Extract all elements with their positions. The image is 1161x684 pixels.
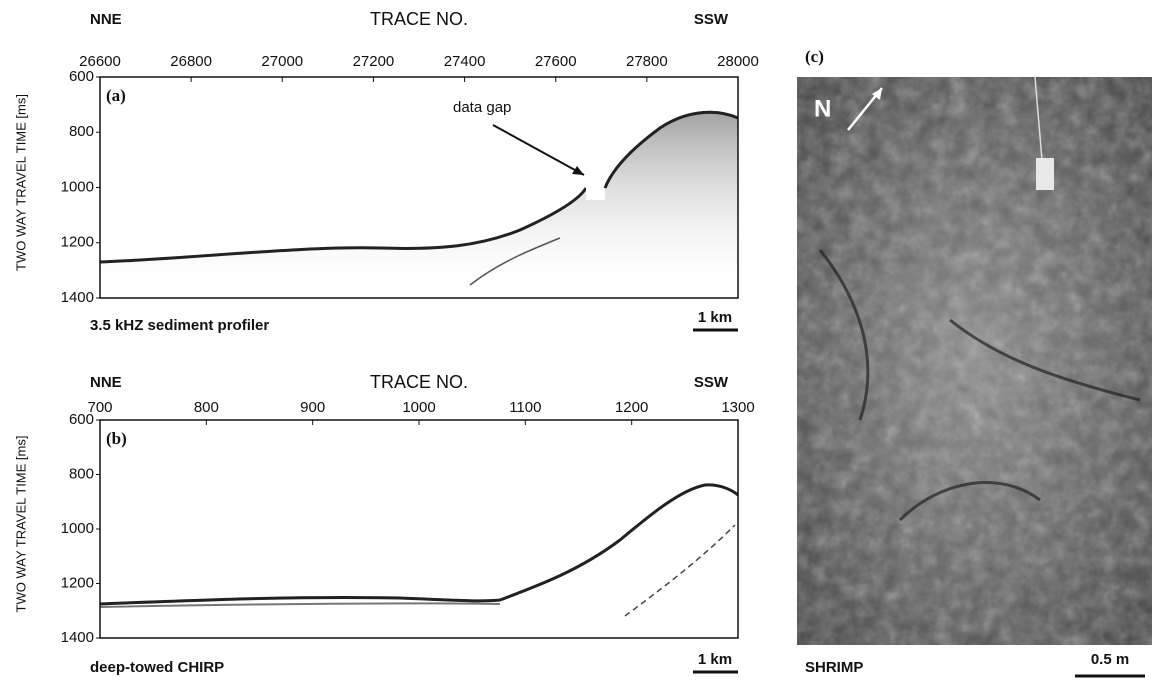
north-label: N [814,95,831,122]
x-tick-label: 27000 [261,53,303,70]
x-axis-title: TRACE NO. [370,9,468,29]
caption: 3.5 kHZ sediment profiler [90,317,269,334]
y-tick-label: 1000 [61,520,94,537]
caption: SHRIMP [805,659,863,676]
x-tick-label: 27800 [626,53,668,70]
x-tick-label: 26800 [170,53,212,70]
x-tick-label: 900 [300,399,325,416]
scale-label: 0.5 m [1091,651,1129,668]
y-tick-label: 1000 [61,178,94,195]
x-tick-label: 27600 [535,53,577,70]
x-tick-label: 26600 [79,53,121,70]
x-tick-label: 700 [87,399,112,416]
y-axis-title: TWO WAY TRAVEL TIME [ms] [13,94,28,271]
x-tick-label: 1000 [402,399,435,416]
direction-label: NNE [90,11,122,28]
scale-label: 1 km [698,651,732,668]
y-tick-label: 600 [69,68,94,85]
x-tick-label: 1100 [509,399,541,416]
seismic-image-b [99,483,739,617]
y-tick-label: 600 [69,411,94,428]
caption: deep-towed CHIRP [90,659,224,676]
y-tick-label: 800 [69,465,94,482]
seismic-image-a [99,110,739,298]
direction-label: SSW [694,11,729,28]
panel-label: (a) [106,86,126,105]
direction-label: NNE [90,374,122,391]
y-tick-label: 1400 [61,289,94,306]
x-tick-label: 27400 [444,53,486,70]
annotation: data gap [453,99,511,116]
y-tick-label: 1400 [61,629,94,646]
seafloor-photo [797,76,1152,645]
x-tick-label: 800 [194,399,219,416]
direction-label: SSW [694,374,729,391]
x-tick-label: 28000 [717,53,759,70]
x-tick-label: 1200 [615,399,648,416]
y-axis-title: TWO WAY TRAVEL TIME [ms] [13,436,28,613]
panel-label: (b) [106,429,127,448]
scale-label: 1 km [698,309,732,326]
x-axis-title: TRACE NO. [370,372,468,392]
y-tick-label: 1200 [61,574,94,591]
panel-label: (c) [805,47,824,66]
x-tick-label: 1300 [721,399,754,416]
y-tick-label: 800 [69,123,94,140]
y-tick-label: 1200 [61,234,94,251]
x-tick-label: 27200 [353,53,395,70]
